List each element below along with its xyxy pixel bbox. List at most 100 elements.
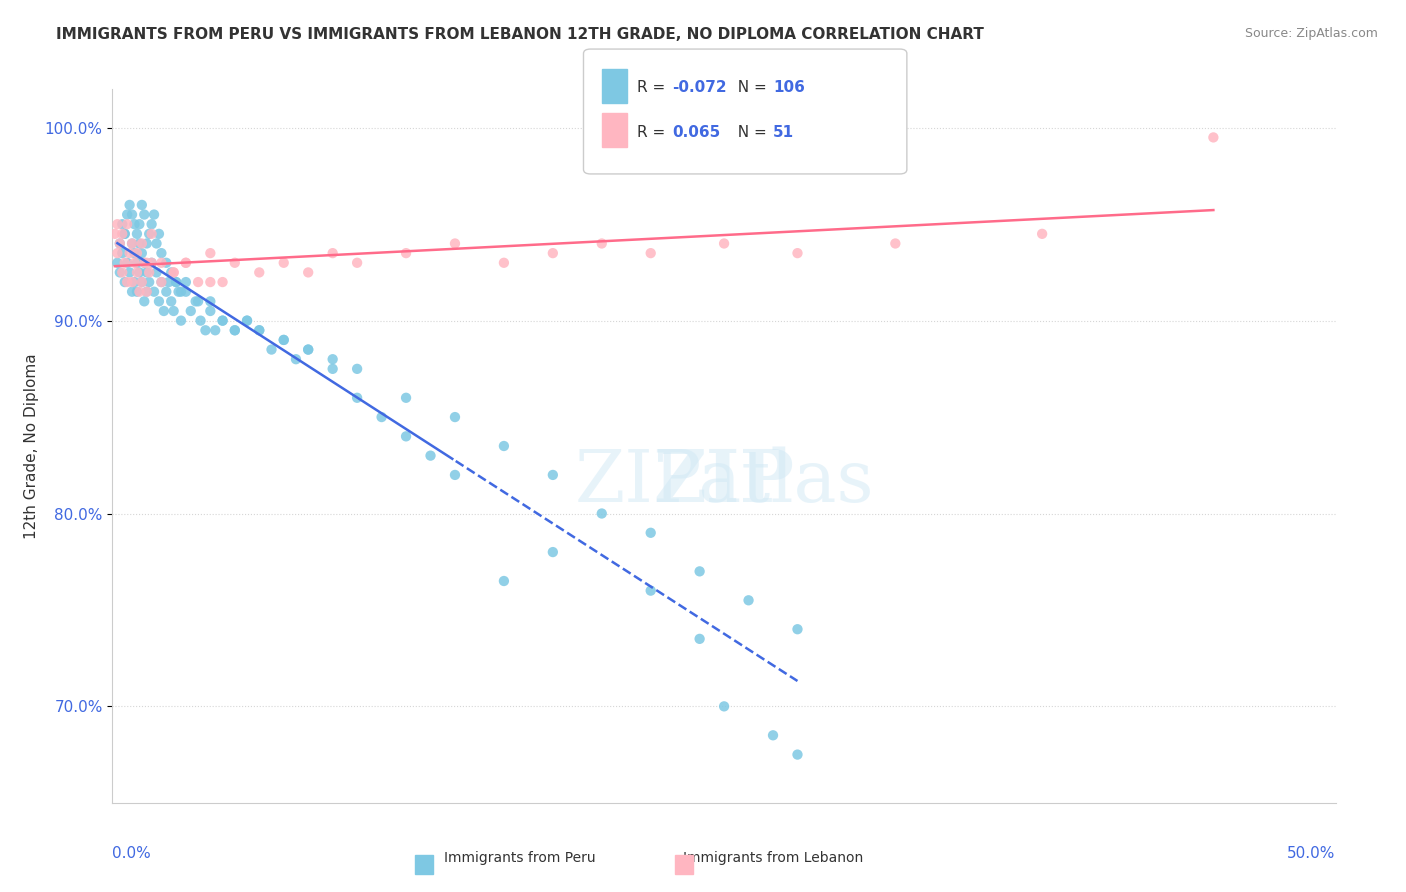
Point [322, 246, 344, 260]
Point [170, 285, 193, 299]
Point [135, 285, 157, 299]
Point [138, 275, 160, 289]
Point [125, 256, 148, 270]
Point [105, 256, 128, 270]
Point [200, 304, 222, 318]
Point [155, 285, 177, 299]
Point [125, 265, 148, 279]
Point [444, 410, 467, 425]
Point [297, 265, 319, 279]
Point [141, 217, 163, 231]
Text: N =: N = [728, 80, 772, 95]
Point [297, 343, 319, 357]
Point [247, 265, 270, 279]
Point [211, 275, 233, 289]
Point [105, 246, 128, 260]
Point [114, 227, 136, 241]
Point [346, 362, 368, 376]
Point [150, 256, 173, 270]
Point [131, 275, 153, 289]
Point [322, 362, 344, 376]
Point [204, 323, 226, 337]
Text: 51: 51 [773, 125, 794, 139]
Point [121, 208, 143, 222]
Text: Immigrants from Peru: Immigrants from Peru [444, 851, 596, 865]
Point [211, 313, 233, 327]
Point [148, 294, 170, 309]
Point [138, 265, 160, 279]
Point [165, 275, 187, 289]
Point [163, 304, 186, 318]
Point [135, 285, 157, 299]
Text: N =: N = [728, 125, 772, 139]
Point [115, 256, 138, 270]
Point [128, 236, 150, 251]
Point [121, 236, 143, 251]
Point [145, 236, 167, 251]
Point [108, 236, 131, 251]
Point [492, 256, 515, 270]
Point [148, 227, 170, 241]
Point [160, 265, 183, 279]
Point [124, 217, 146, 231]
Point [200, 294, 222, 309]
Point [134, 294, 156, 309]
Point [165, 275, 187, 289]
Point [180, 304, 202, 318]
Point [105, 217, 128, 231]
Point [167, 285, 190, 299]
Point [419, 449, 441, 463]
Point [640, 525, 662, 540]
Text: IMMIGRANTS FROM PERU VS IMMIGRANTS FROM LEBANON 12TH GRADE, NO DIPLOMA CORRELATI: IMMIGRANTS FROM PERU VS IMMIGRANTS FROM … [56, 27, 984, 42]
Point [640, 246, 662, 260]
Point [273, 333, 295, 347]
Point [160, 294, 183, 309]
Point [124, 256, 146, 270]
Point [689, 565, 711, 579]
Point [115, 275, 138, 289]
Point [115, 217, 138, 231]
Point [114, 227, 136, 241]
Point [150, 275, 173, 289]
Point [247, 323, 270, 337]
Point [114, 275, 136, 289]
Point [125, 227, 148, 241]
Point [118, 198, 141, 212]
Point [713, 236, 735, 251]
Point [174, 256, 197, 270]
Point [187, 294, 209, 309]
Point [184, 294, 207, 309]
Point [131, 275, 153, 289]
Point [141, 256, 163, 270]
Point [128, 285, 150, 299]
Text: 0.0%: 0.0% [112, 846, 152, 861]
Point [108, 265, 131, 279]
Point [346, 391, 368, 405]
Point [737, 593, 759, 607]
Point [128, 265, 150, 279]
Point [108, 236, 131, 251]
Point [104, 227, 127, 241]
Text: 106: 106 [773, 80, 806, 95]
Point [135, 265, 157, 279]
Point [174, 275, 197, 289]
Text: ZIP: ZIP [654, 446, 794, 517]
Point [131, 246, 153, 260]
Text: Source: ZipAtlas.com: Source: ZipAtlas.com [1244, 27, 1378, 40]
Point [131, 236, 153, 251]
Point [273, 333, 295, 347]
Point [395, 246, 418, 260]
Point [131, 198, 153, 212]
Text: R =: R = [637, 125, 671, 139]
Point [200, 275, 222, 289]
Point [163, 265, 186, 279]
Point [174, 285, 197, 299]
Point [124, 246, 146, 260]
Point [111, 217, 134, 231]
Point [713, 699, 735, 714]
Point [224, 256, 246, 270]
Point [145, 265, 167, 279]
Point [786, 246, 808, 260]
Point [689, 632, 711, 646]
Point [141, 227, 163, 241]
